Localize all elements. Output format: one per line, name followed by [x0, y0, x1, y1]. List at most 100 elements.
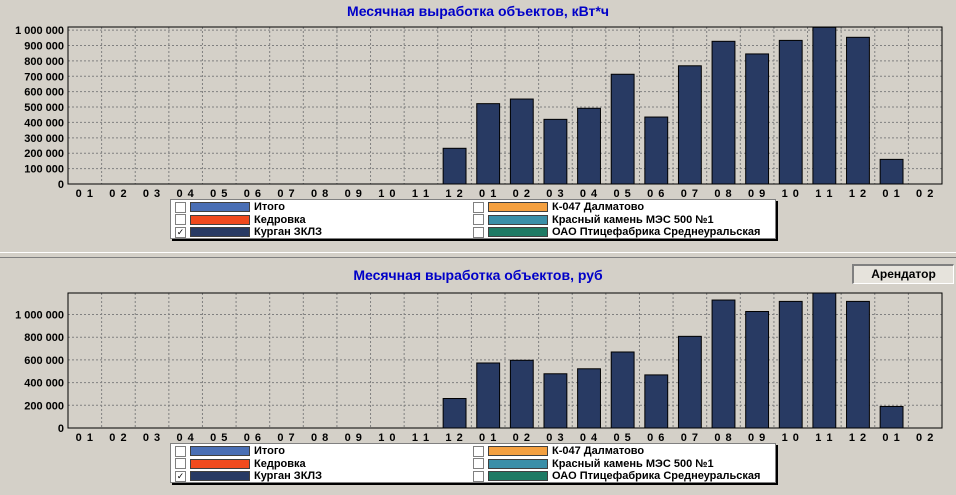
bar[interactable] — [711, 40, 736, 185]
legend-checkbox[interactable] — [473, 458, 484, 469]
legend-checkbox[interactable] — [473, 445, 484, 457]
legend-checkbox[interactable]: ✓ — [175, 470, 186, 482]
bar[interactable] — [846, 300, 870, 429]
legend-item[interactable]: Кедровка — [175, 214, 306, 226]
legend-swatch — [190, 214, 250, 225]
legend-swatch — [488, 446, 548, 456]
x-tick-label: 1 0 — [378, 432, 396, 444]
legend-swatch — [488, 214, 548, 225]
x-tick-label: 0 1 — [882, 188, 900, 200]
legend-label: Итого — [254, 201, 286, 213]
legend-checkbox[interactable] — [175, 214, 186, 225]
legend-swatch — [488, 471, 548, 481]
bar[interactable] — [509, 359, 534, 429]
y-tick-label: 600 000 — [24, 87, 64, 99]
legend-item[interactable]: К-047 Далматово — [473, 201, 644, 213]
x-tick-label: 0 5 — [614, 188, 632, 200]
bar[interactable] — [778, 39, 803, 185]
x-tick-label: 0 2 — [109, 432, 127, 444]
bar[interactable] — [812, 26, 837, 185]
legend-swatch — [190, 227, 250, 237]
y-tick-label: 200 000 — [24, 400, 64, 412]
legend-checkbox[interactable] — [473, 226, 484, 238]
legend-item[interactable]: К-047 Далматово — [473, 445, 644, 457]
legend-item[interactable]: ✓ Курган ЗКЛЗ — [175, 470, 322, 482]
legend-item[interactable]: Кедровка — [175, 458, 306, 470]
legend-checkbox[interactable] — [175, 201, 186, 213]
bar[interactable] — [778, 300, 803, 429]
legend-checkbox[interactable] — [175, 445, 186, 457]
bar[interactable] — [442, 398, 467, 429]
legend-swatch — [488, 227, 548, 237]
bar[interactable] — [812, 292, 837, 429]
x-tick-label: 1 2 — [849, 188, 867, 200]
legend-label: Кедровка — [254, 213, 306, 226]
x-tick-label: 0 1 — [479, 188, 497, 200]
y-tick-label: 300 000 — [24, 133, 64, 145]
bar[interactable] — [745, 53, 770, 185]
legend-checkbox[interactable] — [473, 470, 484, 482]
bar[interactable] — [610, 351, 635, 429]
legend-label: Курган ЗКЛЗ — [254, 470, 323, 482]
x-tick-label: 0 1 — [76, 188, 94, 200]
panel-separator[interactable] — [0, 252, 956, 258]
legend-checkbox[interactable]: ✓ — [175, 226, 186, 238]
x-tick-label: 0 3 — [546, 432, 564, 444]
legend-checkbox[interactable] — [473, 214, 484, 225]
x-tick-label: 0 8 — [714, 188, 732, 200]
x-tick-label: 0 9 — [345, 188, 363, 200]
bar[interactable] — [677, 65, 702, 185]
x-tick-label: 0 7 — [681, 432, 699, 444]
x-tick-label: 0 1 — [76, 432, 94, 444]
bar[interactable] — [577, 107, 601, 185]
y-tick-label: 1 000 000 — [15, 25, 64, 37]
y-tick-label: 800 000 — [24, 332, 64, 344]
legend-item[interactable]: ОАО Птицефабрика Среднеуральская — [473, 470, 760, 482]
x-tick-label: 1 0 — [782, 188, 800, 200]
bar[interactable] — [509, 98, 534, 185]
x-tick-label: 1 0 — [782, 432, 800, 444]
chart-title-rub: Месячная выработка объектов, руб — [353, 267, 603, 283]
x-tick-label: 0 9 — [345, 432, 363, 444]
bar[interactable] — [543, 373, 568, 429]
x-tick-label: 1 1 — [815, 432, 833, 444]
legend-item[interactable]: ОАО Птицефабрика Среднеуральская — [473, 226, 760, 238]
bar[interactable] — [577, 368, 601, 429]
plot-frame — [67, 26, 943, 185]
x-tick-label: 1 2 — [445, 188, 463, 200]
x-tick-label: 0 1 — [882, 432, 900, 444]
bar[interactable] — [711, 299, 736, 429]
x-tick-label: 0 4 — [580, 432, 598, 444]
x-tick-label: 0 4 — [177, 188, 195, 200]
bar[interactable] — [644, 116, 669, 185]
bar[interactable] — [442, 147, 467, 185]
arendator-button[interactable]: Арендатор — [852, 264, 954, 284]
x-tick-label: 1 0 — [378, 188, 396, 200]
legend-item[interactable]: Красный камень МЭС 500 №1 — [473, 458, 714, 470]
bar[interactable] — [879, 158, 904, 185]
bar[interactable] — [745, 310, 770, 429]
bar[interactable] — [846, 36, 870, 185]
legend-checkbox[interactable] — [473, 201, 484, 213]
bar[interactable] — [610, 73, 635, 185]
x-tick-label: 0 2 — [513, 188, 531, 200]
bar[interactable] — [677, 335, 702, 429]
x-tick-label: 1 1 — [815, 188, 833, 200]
bar[interactable] — [476, 103, 501, 185]
bar[interactable] — [879, 405, 904, 429]
legend-checkbox[interactable] — [175, 458, 186, 469]
legend-swatch — [190, 202, 250, 212]
legend-swatch — [190, 446, 250, 456]
x-tick-label: 0 6 — [244, 188, 262, 200]
y-tick-label: 800 000 — [24, 56, 64, 68]
x-tick-label: 0 5 — [210, 188, 228, 200]
bar[interactable] — [476, 362, 501, 429]
bar[interactable] — [543, 118, 568, 185]
legend-item[interactable]: Итого — [175, 201, 285, 213]
legend-item[interactable]: ✓ Курган ЗКЛЗ — [175, 226, 322, 238]
legend-item[interactable]: Красный камень МЭС 500 №1 — [473, 214, 714, 226]
x-tick-label: 0 7 — [681, 188, 699, 200]
legend-item[interactable]: Итого — [175, 445, 285, 457]
bar[interactable] — [644, 374, 669, 429]
x-tick-label: 1 1 — [412, 432, 430, 444]
